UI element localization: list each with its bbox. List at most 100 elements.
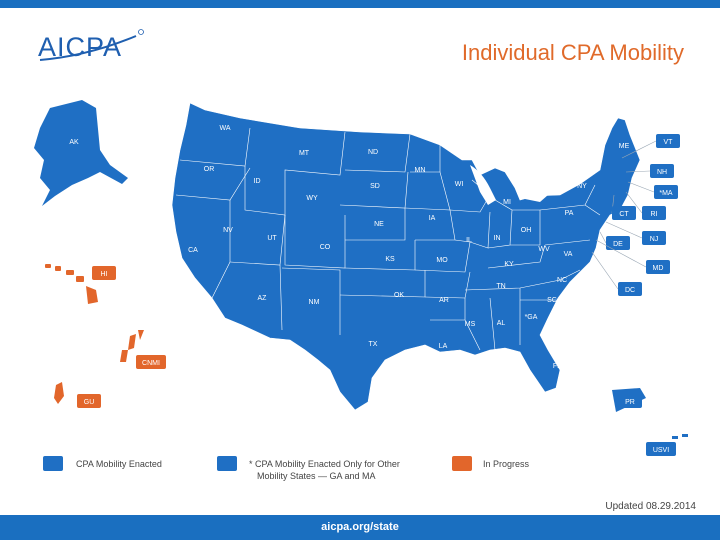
state-label-sd: SD [370, 183, 380, 190]
callout-leader-md [595, 239, 647, 268]
footer-bar: aicpa.org/state [0, 515, 720, 540]
state-label-ne: NE [374, 221, 384, 228]
callout-box-de [606, 236, 630, 250]
legend-swatch-enacted [43, 456, 63, 471]
state-label-ky: KY [504, 261, 514, 268]
callout-label-nh: NH [657, 169, 667, 176]
top-bar [0, 0, 720, 8]
state-label-sc: SC [547, 297, 557, 304]
state-label-la: LA [439, 343, 448, 350]
state-label-il: IL [466, 237, 472, 244]
callout-leader-nh [625, 170, 651, 173]
state-label-pa: PA [565, 210, 574, 217]
legend-label-other-states-line2: Mobility States — GA and MA [257, 471, 376, 481]
callout-box-dc [618, 282, 642, 296]
state-label-ar: AR [439, 297, 449, 304]
state-label-or: OR [204, 166, 215, 173]
callout-leader-nj [605, 221, 643, 239]
callout-label-gu: GU [84, 399, 95, 406]
state-label-tn: TN [496, 283, 505, 290]
callout-leader-de [599, 231, 607, 244]
state-label-wv: WV [538, 246, 550, 253]
state-label-ut: UT [267, 235, 277, 242]
callout-box-vt [656, 134, 680, 148]
page-title: Individual CPA Mobility [461, 40, 684, 65]
state-label-mi: MI [503, 199, 511, 206]
callout-label-dc: DC [625, 287, 635, 294]
callout-label-ma: *MA [659, 190, 673, 197]
aicpa-logo: AICPA [38, 26, 148, 66]
state-label-az: AZ [258, 295, 268, 302]
state-label-mt: MT [299, 150, 310, 157]
cnmi-shape [120, 330, 144, 362]
state-label-mn: MN [415, 167, 426, 174]
callout-label-ct: CT [619, 211, 629, 218]
callout-label-md: MD [653, 265, 664, 272]
state-label-wi: WI [455, 181, 464, 188]
callout-label-usvi: USVI [653, 447, 669, 454]
guam-shape [54, 382, 64, 404]
state-label-ga: *GA [525, 314, 538, 321]
callout-label-nj: NJ [650, 236, 659, 243]
state-label-ny: NY [577, 183, 587, 190]
state-label-ak: AK [69, 139, 79, 146]
callout-label-pr: PR [625, 399, 635, 406]
state-label-nc: NC [557, 277, 567, 284]
callout-leader-vt [621, 140, 657, 159]
state-label-wy: WY [306, 195, 318, 202]
callout-box-nj [642, 231, 666, 245]
callout-box-pr [618, 394, 642, 408]
legend-label-enacted: CPA Mobility Enacted [76, 459, 162, 469]
callout-box-cnmi [136, 355, 166, 369]
callout-label-vt: VT [664, 139, 674, 146]
legend: CPA Mobility Enacted * CPA Mobility Enac… [0, 452, 720, 492]
callout-label-de: DE [613, 241, 623, 248]
state-label-tx: TX [369, 341, 378, 348]
logo-text: AICPA [38, 32, 123, 62]
state-label-id: ID [254, 178, 261, 185]
lake-michigan-shape [470, 165, 496, 205]
state-label-mo: MO [436, 257, 448, 264]
callout-box-ri [642, 206, 666, 220]
updated-date: Updated 08.29.2014 [605, 501, 696, 512]
state-label-ca: CA [188, 247, 198, 254]
state-label-nv: NV [223, 227, 233, 234]
mainland-us-shape [171, 102, 641, 411]
state-label-fl: FL [553, 363, 561, 370]
callout-box-md [646, 260, 670, 274]
state-label-me: ME [619, 143, 630, 150]
usvi-shape [672, 434, 688, 439]
callout-leader-ma [627, 181, 655, 193]
hawaii-shape [45, 264, 98, 304]
state-label-in: IN [494, 235, 501, 242]
callout-label-ri: RI [651, 211, 658, 218]
footer-url-link[interactable]: aicpa.org/state [321, 521, 399, 533]
state-label-oh: OH [521, 227, 532, 234]
callout-box-usvi [646, 442, 676, 456]
callout-leader-ri [625, 191, 643, 214]
legend-label-other-states-line1: * CPA Mobility Enacted Only for Other [249, 459, 400, 469]
state-label-wa: WA [219, 125, 230, 132]
callout-box-hi [92, 266, 116, 280]
state-borders [175, 127, 601, 351]
state-label-nm: NM [309, 299, 320, 306]
callout-box-nh [650, 164, 674, 178]
logo-swoosh-icon [39, 29, 144, 61]
legend-label-other-states: * CPA Mobility Enacted Only for Other Mo… [249, 458, 400, 482]
callout-box-gu [77, 394, 101, 408]
legend-label-in-progress: In Progress [483, 459, 530, 469]
callout-label-cnmi: CNMI [142, 360, 160, 367]
lake-erie-shape [520, 193, 548, 202]
alaska-shape [34, 100, 128, 206]
callout-label-hi: HI [101, 271, 108, 278]
state-label-al: AL [497, 320, 506, 327]
state-label-ia: IA [429, 215, 436, 222]
state-label-ok: OK [394, 292, 404, 299]
state-label-va: VA [564, 251, 573, 258]
state-label-ks: KS [385, 256, 395, 263]
state-label-co: CO [320, 244, 331, 251]
state-label-ms: MS [465, 321, 476, 328]
state-label-nd: ND [368, 149, 378, 156]
callout-leader-dc [591, 251, 619, 290]
